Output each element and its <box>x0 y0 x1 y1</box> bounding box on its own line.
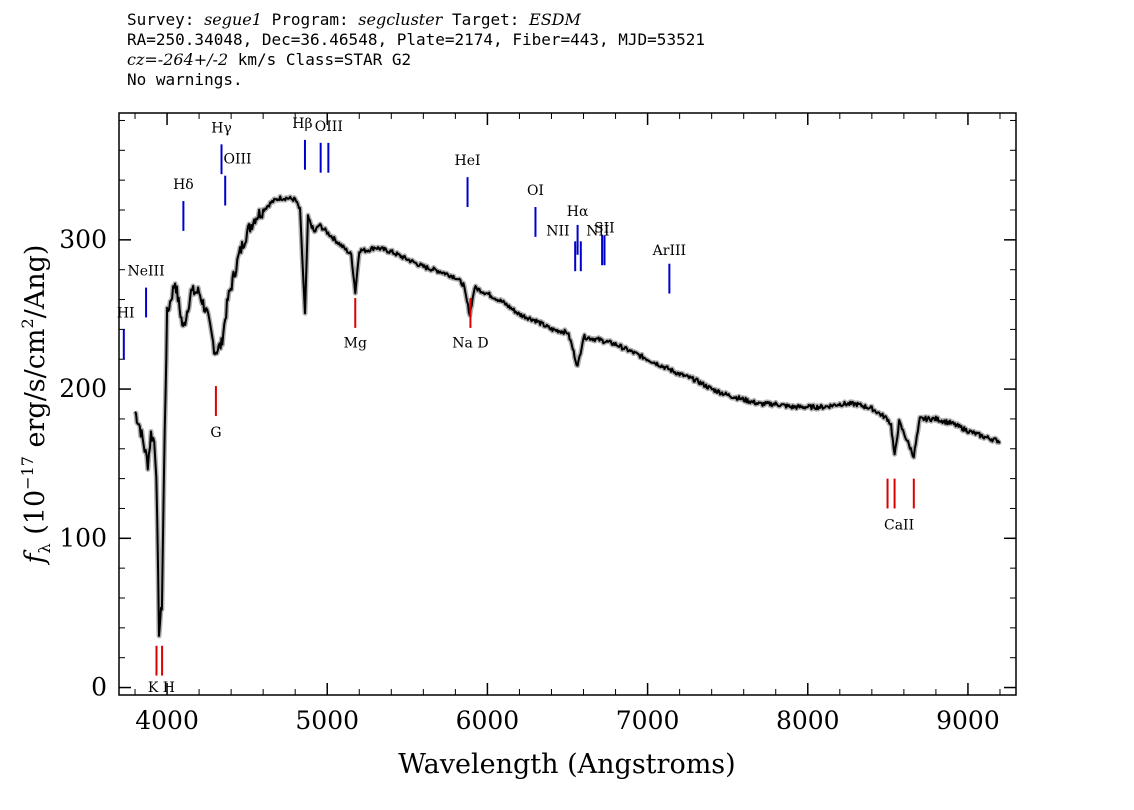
cz-unit-class: km/s Class=STAR G2 <box>228 50 412 69</box>
emission-line-label: Hα <box>567 204 589 220</box>
x-tick-label: 6000 <box>456 706 520 735</box>
x-tick-label: 8000 <box>776 706 840 735</box>
cz-value: =-264+/-2 <box>144 50 229 69</box>
emission-line-label: Hδ <box>173 177 194 193</box>
emission-line-label: NII <box>546 223 569 239</box>
target-label: Target: <box>442 10 530 29</box>
error-band <box>132 193 1002 639</box>
absorption-line-label: CaII <box>884 517 914 533</box>
spectrum-line <box>134 195 1001 637</box>
header-line-2: RA=250.34048, Dec=36.46548, Plate=2174, … <box>127 30 705 49</box>
plot-frame <box>118 112 1017 696</box>
target-value: ESDM <box>529 10 581 29</box>
program-value: segcluster <box>358 10 443 29</box>
survey-value: segue1 <box>204 10 262 29</box>
emission-line-label: Hγ <box>211 120 232 136</box>
absorption-line-markers: K H G Mg Na D CaII <box>148 298 915 696</box>
svg-text:fλ (10−17 erg/s/cm2/Ang): fλ (10−17 erg/s/cm2/Ang) <box>18 245 54 566</box>
x-tick-label: 9000 <box>936 706 1000 735</box>
y-axis-label: fλ (10−17 erg/s/cm2/Ang) <box>18 245 54 566</box>
y-tick-label: 300 <box>59 225 107 254</box>
cz-label: cz <box>127 50 145 69</box>
emission-line-label: OIII <box>223 152 251 168</box>
emission-line-label: HeI <box>455 153 481 169</box>
emission-line-label: OIII <box>315 119 343 135</box>
x-tick-label: 5000 <box>295 706 359 735</box>
header-line-4: No warnings. <box>127 70 243 89</box>
absorption-line-label: Na D <box>452 335 488 351</box>
axis-ticks <box>119 113 1016 695</box>
absorption-line-label: Mg <box>344 335 367 351</box>
header-line-3: cz=-264+/-2 km/s Class=STAR G2 <box>127 50 705 70</box>
emission-line-label: NII <box>586 223 609 239</box>
axis-tick-labels: 4000 5000 6000 7000 8000 9000 0 100 200 300 <box>59 225 999 735</box>
x-tick-label: 7000 <box>616 706 680 735</box>
emission-line-label: SII <box>594 220 615 236</box>
y-tick-label: 0 <box>91 673 107 702</box>
y-tick-label: 200 <box>59 374 107 403</box>
emission-line-label: OI <box>527 183 544 199</box>
spectrum-header: Survey: segue1 Program: segcluster Targe… <box>127 10 705 90</box>
header-line-1: Survey: segue1 Program: segcluster Targe… <box>127 10 705 30</box>
absorption-line-label: G <box>210 425 221 441</box>
emission-line-label: ArIII <box>652 243 686 259</box>
x-tick-label: 4000 <box>135 706 199 735</box>
y-tick-label: 100 <box>59 523 107 552</box>
absorption-line-label: K H <box>148 680 175 696</box>
emission-line-label: NeIII <box>127 264 164 280</box>
survey-label: Survey: <box>127 10 205 29</box>
x-axis-label: Wavelength (Angstroms) <box>398 749 735 780</box>
emission-line-label: HI <box>117 305 135 321</box>
program-label: Program: <box>261 10 359 29</box>
emission-line-label: Hβ <box>292 116 312 132</box>
